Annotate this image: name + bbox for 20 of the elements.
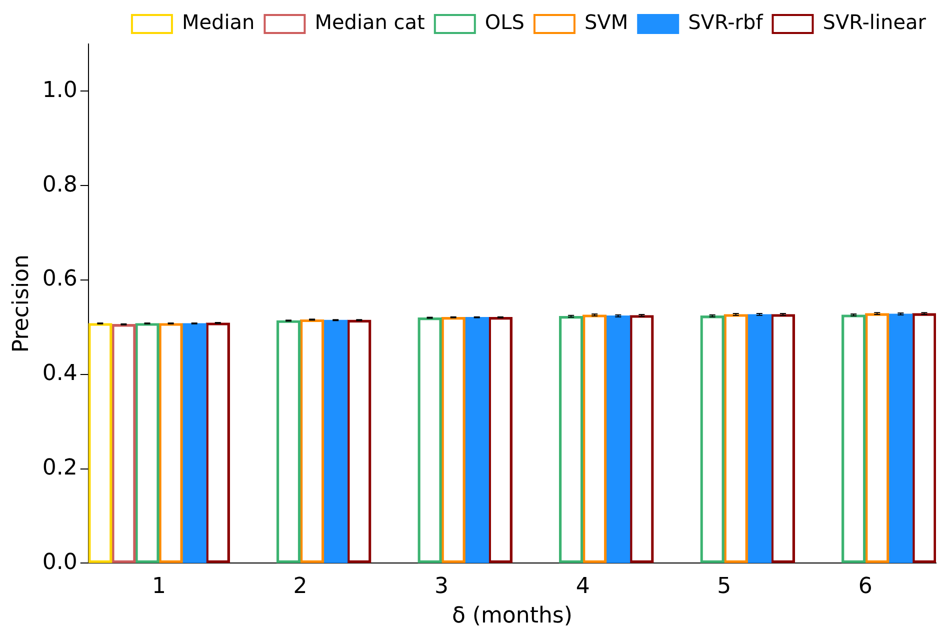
y-tick-label: 0.6 [42,266,78,292]
x-tick-label: 5 [717,574,732,600]
y-tick-label: 0.8 [42,172,78,198]
x-tick-label: 4 [576,574,590,600]
y-tick-label: 1.0 [42,78,78,103]
x-tick-label: 6 [858,574,872,600]
legend-label: SVM [584,10,628,34]
y-tick-label: 0.4 [42,361,78,386]
x-tick-label: 2 [293,574,308,600]
legend-label: Median cat [314,10,426,34]
legend-label: SVR-rbf [688,10,764,34]
legend-label: Median [182,10,255,34]
legend-label: OLS [484,10,524,34]
y-axis-title: Precision [8,254,34,353]
legend-label: SVR-linear [822,10,927,34]
x-axis-title: δ (months) [452,604,572,629]
y-tick-label: 0.0 [42,550,78,575]
y-tick-label: 0.2 [42,456,78,481]
x-tick-label: 1 [152,574,166,600]
x-tick-label: 3 [434,574,449,600]
